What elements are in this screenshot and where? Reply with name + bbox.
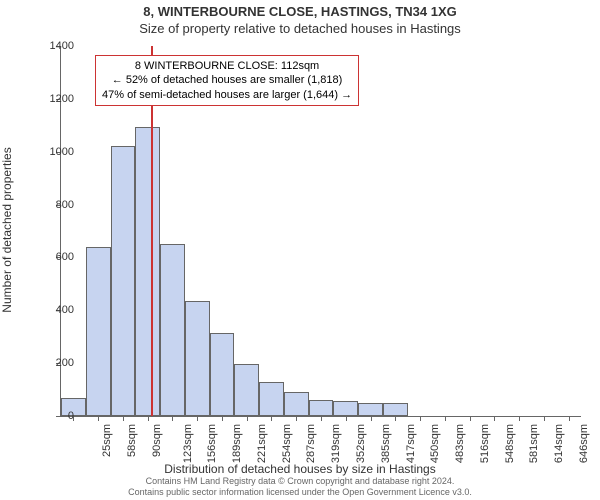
x-tick-label: 646sqm [578, 424, 590, 463]
x-tick-label: 58sqm [126, 424, 138, 457]
histogram-bar [234, 364, 259, 416]
x-tick-label: 417sqm [405, 424, 417, 463]
histogram-bar [259, 382, 284, 416]
x-tick-label: 189sqm [231, 424, 243, 463]
x-tick-label: 90sqm [151, 424, 163, 457]
x-tick-label: 254sqm [281, 424, 293, 463]
x-tick-label: 450sqm [429, 424, 441, 463]
y-tick-label: 600 [34, 251, 74, 263]
x-tick-mark [222, 416, 223, 421]
x-tick-label: 581sqm [528, 424, 540, 463]
y-tick-label: 200 [34, 357, 74, 369]
x-tick-mark [544, 416, 545, 421]
x-tick-label: 385sqm [380, 424, 392, 463]
x-tick-label: 352sqm [355, 424, 367, 463]
x-tick-mark [296, 416, 297, 421]
histogram-bar [185, 301, 210, 416]
copyright-notice: Contains HM Land Registry data © Crown c… [0, 476, 600, 498]
histogram-bar [160, 244, 185, 416]
x-tick-label: 221sqm [256, 424, 268, 463]
info-line-2: ← 52% of detached houses are smaller (1,… [102, 73, 352, 87]
x-tick-mark [470, 416, 471, 421]
x-tick-mark [569, 416, 570, 421]
histogram-bar [135, 127, 160, 416]
histogram-bar [210, 333, 235, 416]
x-tick-label: 156sqm [207, 424, 219, 463]
x-tick-mark [346, 416, 347, 421]
histogram-bar [284, 392, 309, 416]
info-line-1: 8 WINTERBOURNE CLOSE: 112sqm [102, 59, 352, 73]
x-tick-mark [172, 416, 173, 421]
x-tick-mark [494, 416, 495, 421]
copyright-line-1: Contains HM Land Registry data © Crown c… [0, 476, 600, 487]
y-tick-label: 1000 [34, 146, 74, 158]
histogram-bar [333, 401, 358, 416]
x-tick-mark [445, 416, 446, 421]
x-tick-mark [98, 416, 99, 421]
y-axis-label: Number of detached properties [0, 147, 14, 312]
histogram-bar [309, 400, 334, 416]
histogram-bar [111, 146, 136, 416]
copyright-line-2: Contains public sector information licen… [0, 487, 600, 498]
x-tick-label: 614sqm [553, 424, 565, 463]
x-tick-label: 319sqm [330, 424, 342, 463]
x-tick-label: 483sqm [454, 424, 466, 463]
histogram-bar [358, 403, 383, 416]
x-tick-label: 287sqm [306, 424, 318, 463]
x-tick-label: 25sqm [101, 424, 113, 457]
x-tick-label: 516sqm [479, 424, 491, 463]
x-tick-mark [371, 416, 372, 421]
x-tick-label: 548sqm [504, 424, 516, 463]
x-tick-mark [395, 416, 396, 421]
x-axis-label: Distribution of detached houses by size … [0, 462, 600, 476]
y-tick-label: 1200 [34, 93, 74, 105]
info-box: 8 WINTERBOURNE CLOSE: 112sqm ← 52% of de… [95, 55, 359, 106]
y-tick-label: 400 [34, 304, 74, 316]
title-main: 8, WINTERBOURNE CLOSE, HASTINGS, TN34 1X… [0, 0, 600, 19]
histogram-bar [86, 247, 111, 416]
y-tick-label: 800 [34, 199, 74, 211]
y-tick-label: 0 [34, 410, 74, 422]
title-sub: Size of property relative to detached ho… [0, 19, 600, 36]
x-tick-mark [271, 416, 272, 421]
x-tick-mark [148, 416, 149, 421]
x-tick-mark [420, 416, 421, 421]
x-tick-mark [247, 416, 248, 421]
x-tick-mark [519, 416, 520, 421]
x-tick-label: 123sqm [182, 424, 194, 463]
x-tick-mark [123, 416, 124, 421]
x-tick-mark [197, 416, 198, 421]
x-tick-mark [321, 416, 322, 421]
info-line-3: 47% of semi-detached houses are larger (… [102, 88, 352, 102]
y-tick-label: 1400 [34, 40, 74, 52]
histogram-bar [383, 403, 408, 416]
